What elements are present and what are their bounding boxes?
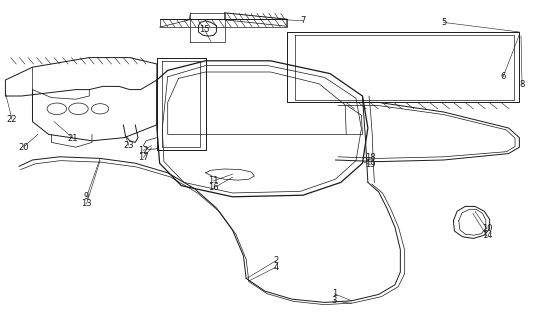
Text: 21: 21 <box>68 134 78 143</box>
Text: 3: 3 <box>332 296 337 305</box>
Text: 18: 18 <box>365 153 376 162</box>
Text: 14: 14 <box>481 231 492 240</box>
Text: 4: 4 <box>273 263 279 272</box>
Text: 9: 9 <box>84 192 89 201</box>
Text: 7: 7 <box>300 16 306 25</box>
Text: 23: 23 <box>123 141 134 150</box>
Text: 15: 15 <box>199 25 210 34</box>
Text: 5: 5 <box>441 18 446 27</box>
Text: 8: 8 <box>519 80 525 89</box>
Text: 19: 19 <box>365 160 376 169</box>
Text: 22: 22 <box>6 115 17 124</box>
Text: 2: 2 <box>273 256 279 265</box>
Text: 13: 13 <box>81 199 92 208</box>
Text: 17: 17 <box>138 153 149 162</box>
Text: 6: 6 <box>500 72 506 81</box>
Text: 1: 1 <box>332 289 337 298</box>
Text: 20: 20 <box>18 143 29 152</box>
Text: 16: 16 <box>208 183 219 192</box>
Text: 12: 12 <box>138 146 149 155</box>
Text: 10: 10 <box>481 224 492 233</box>
Text: 11: 11 <box>208 176 219 185</box>
